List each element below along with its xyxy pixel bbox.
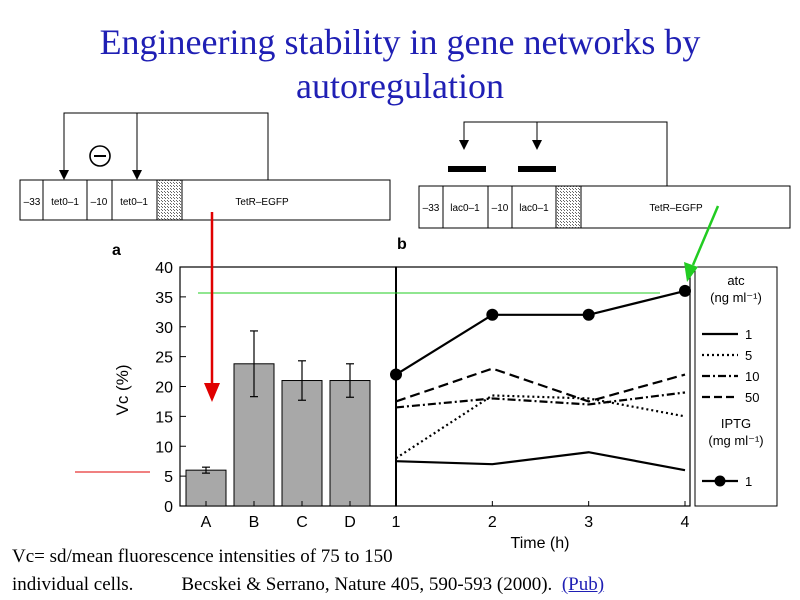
y-axis-label: Vc (%) <box>113 365 132 416</box>
y-tick-label: 15 <box>155 409 173 426</box>
y-tick-label: 5 <box>164 469 173 486</box>
time-tick-labels: 1 2 3 4 <box>392 501 690 531</box>
caption-prefix: individual cells. <box>12 574 134 595</box>
segment-a-4: TetR–EGFP <box>235 197 289 208</box>
bar <box>281 380 323 507</box>
line-series <box>390 284 691 472</box>
data-point <box>679 284 691 297</box>
slide-title: Engineering stability in gene networks b… <box>0 20 800 108</box>
legend-title-atc: atc <box>727 273 745 288</box>
hatched-spacer-b <box>555 185 582 229</box>
bar <box>185 469 227 507</box>
legend-entry-5: 5 <box>745 348 752 363</box>
series-line-3 <box>395 367 686 403</box>
y-tick-label: 0 <box>164 499 173 516</box>
time-tick-label: 3 <box>584 514 593 531</box>
segment-a-1: tet0–1 <box>51 197 79 208</box>
series-line-2 <box>395 391 686 409</box>
promoter-diagram-a: –33 tet0–1 –10 tet0–1 TetR–EGFP <box>19 112 391 221</box>
y-tick-label: 35 <box>155 290 173 307</box>
panel-label-b: b <box>397 236 407 253</box>
y-tick-label: 30 <box>155 320 173 337</box>
segment-b-0: –33 <box>423 203 440 214</box>
time-tick-label: 1 <box>392 514 401 531</box>
series-line-1 <box>395 394 686 460</box>
time-tick-label: 4 <box>681 514 690 531</box>
red-arrow <box>204 212 220 402</box>
y-tick-label: 25 <box>155 350 173 367</box>
green-arrow <box>684 205 720 282</box>
segment-a-0: –33 <box>24 197 41 208</box>
y-tick-label: 40 <box>155 260 173 277</box>
category-label: A <box>201 514 212 531</box>
caption-line-1: Vc= sd/mean fluorescence intensities of … <box>12 546 393 567</box>
legend-box <box>694 266 778 507</box>
legend: atc (ng ml⁻¹) 1 5 10 50 IPTG (mg ml⁻¹) 1 <box>694 266 778 507</box>
series-line-4 <box>395 289 686 376</box>
arrowhead-a2 <box>132 170 142 180</box>
series-line-0 <box>395 451 686 472</box>
data-point <box>390 368 402 381</box>
bar-series <box>185 330 371 507</box>
category-label: D <box>344 514 356 531</box>
promoter-diagram-b: –33 lac0–1 –10 lac0–1 TetR–EGFP <box>418 121 791 229</box>
legend-title-iptg: IPTG <box>721 416 751 431</box>
dna-strand-b <box>418 185 791 229</box>
segment-b-3: lac0–1 <box>519 203 549 214</box>
bar <box>329 380 371 507</box>
caption-line-2: individual cells. Becskei & Serrano, Natu… <box>12 574 604 596</box>
pub-link[interactable]: (Pub) <box>561 574 605 595</box>
bar-category-labels: A B C D <box>201 501 356 531</box>
y-tick-label: 20 <box>155 380 173 397</box>
segment-a-3: tet0–1 <box>120 197 148 208</box>
legend-entry-10: 10 <box>745 369 759 384</box>
repressor-block-b1 <box>448 166 486 172</box>
arrowhead-a1 <box>59 170 69 180</box>
citation-text: Becskei & Serrano, Nature 405, 590-593 (… <box>181 574 553 595</box>
feedback-line-b <box>463 121 668 186</box>
legend-unit-iptg: (mg ml⁻¹) <box>708 433 763 448</box>
segment-b-2: –10 <box>492 203 509 214</box>
repressor-block-b2 <box>518 166 556 172</box>
y-tick-label: 10 <box>155 439 173 456</box>
time-tick-label: 2 <box>488 514 497 531</box>
title-line-2: autoregulation <box>296 66 504 106</box>
x-axis-label: Time (h) <box>511 535 570 552</box>
hatched-spacer-a <box>156 179 183 221</box>
segment-b-4: TetR–EGFP <box>649 203 703 214</box>
title-line-1: Engineering stability in gene networks b… <box>99 22 701 62</box>
legend-entry-iptg-1: 1 <box>745 474 752 489</box>
feedback-line-a <box>63 112 269 180</box>
segment-a-2: –10 <box>91 197 108 208</box>
dna-strand-a <box>19 179 391 221</box>
legend-entry-50: 50 <box>745 390 759 405</box>
data-point <box>582 308 595 321</box>
category-label: B <box>249 514 260 531</box>
legend-unit-atc: (ng ml⁻¹) <box>710 290 762 305</box>
y-axis-ticks: 0 5 10 15 20 25 30 35 40 <box>155 260 186 516</box>
category-label: C <box>296 514 308 531</box>
arrowhead-b1 <box>459 140 469 150</box>
data-point <box>486 308 499 321</box>
arrowhead-b2 <box>532 140 542 150</box>
segment-b-1: lac0–1 <box>450 203 480 214</box>
legend-entry-1: 1 <box>745 327 752 342</box>
panel-label-a: a <box>112 242 121 259</box>
legend-marker-iptg <box>714 475 726 487</box>
